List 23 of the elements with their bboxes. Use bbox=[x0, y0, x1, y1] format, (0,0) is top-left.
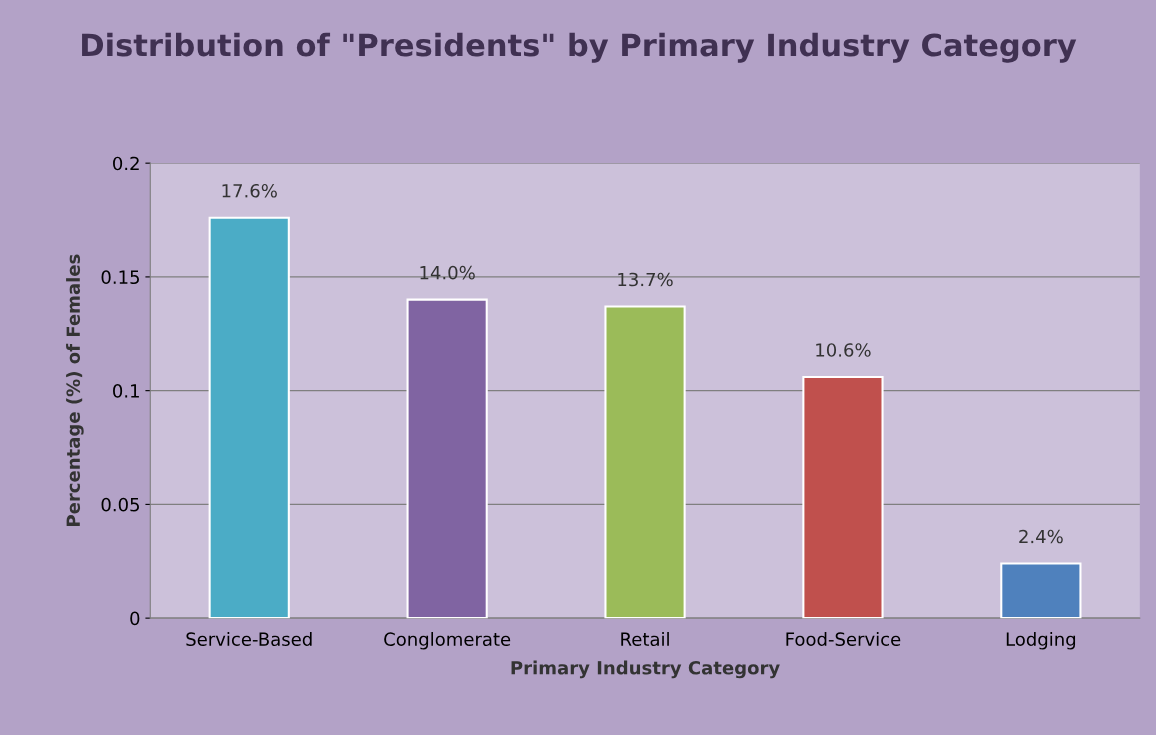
y-axis-title: Percentage (%) of Females bbox=[66, 254, 84, 526]
data-label: 13.7% bbox=[618, 272, 673, 287]
x-tick-label: Food-Service bbox=[786, 632, 901, 646]
y-tick-label: 0.15 bbox=[101, 270, 139, 285]
bar bbox=[208, 216, 290, 619]
y-tick-label: 0.2 bbox=[113, 156, 139, 171]
data-label: 17.6% bbox=[222, 183, 277, 198]
data-label: 10.6% bbox=[816, 343, 871, 357]
data-label: 2.4% bbox=[1019, 529, 1063, 544]
x-tick-label: Lodging bbox=[1006, 632, 1076, 650]
bar bbox=[604, 305, 686, 619]
chart-title: Distribution of "Presidents" by Primary Industry Category bbox=[82, 32, 1077, 63]
x-tick-label: Retail bbox=[621, 632, 669, 646]
bar bbox=[1000, 562, 1082, 619]
x-tick-label: Service-Based bbox=[186, 632, 312, 646]
bar bbox=[802, 375, 884, 619]
x-axis-title: Primary Industry Category bbox=[511, 660, 780, 679]
bar bbox=[406, 298, 488, 619]
y-tick-label: 0.05 bbox=[101, 497, 139, 512]
y-tick-label: 0 bbox=[130, 611, 140, 626]
y-tick-label: 0.1 bbox=[113, 384, 139, 398]
x-tick-label: Conglomerate bbox=[384, 632, 511, 650]
data-label: 14.0% bbox=[420, 265, 475, 280]
